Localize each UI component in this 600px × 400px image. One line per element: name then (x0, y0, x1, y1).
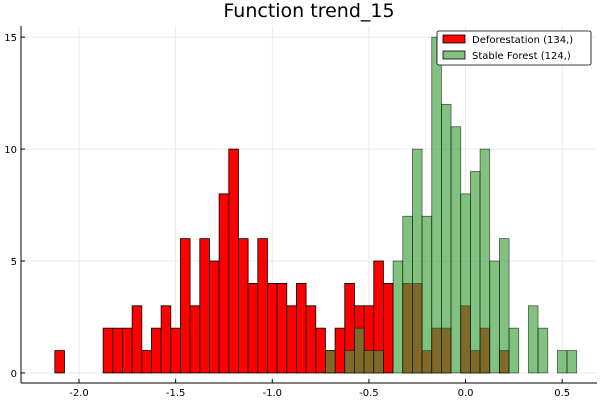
bar-stable-forest (460, 193, 471, 374)
legend: Deforestation (134,) Stable Forest (124,… (436, 30, 592, 66)
bar-stable-forest (566, 350, 578, 374)
y-tick-label: 0 (11, 369, 17, 380)
x-tick-label: -1.0 (263, 388, 283, 399)
bar-stable-forest (421, 215, 433, 374)
y-tick-label: 15 (4, 33, 17, 44)
bars (54, 36, 578, 374)
bar-stable-forest (412, 148, 423, 374)
legend-label-stable-forest: Stable Forest (124,) (472, 51, 571, 62)
bar-stable-forest (508, 327, 520, 374)
bar-stable-forest (527, 305, 539, 374)
legend-label-deforestation: Deforestation (134,) (472, 35, 573, 46)
bar-stable-forest (498, 238, 510, 374)
x-tick-label: 0.5 (554, 388, 570, 399)
legend-swatch-stable-forest (442, 50, 466, 60)
bar-deforestation (122, 327, 133, 374)
bar-stable-forest (441, 103, 452, 374)
bar-deforestation (189, 305, 201, 374)
bar-deforestation (334, 327, 346, 374)
bar-stable-forest (469, 171, 481, 374)
bar-deforestation (238, 238, 249, 374)
legend-swatch-deforestation (442, 34, 466, 44)
bar-deforestation (286, 305, 297, 374)
axes: -2.0 -1.5 -1.0 -0.5 0.0 0.5 0 5 10 15 (4, 26, 597, 399)
bar-deforestation (112, 327, 123, 374)
bar-deforestation (131, 305, 143, 374)
bar-stable-forest (373, 350, 384, 374)
bar-deforestation (160, 305, 172, 374)
chart-title: Function trend_15 (223, 0, 394, 22)
bar-deforestation (257, 238, 268, 374)
bar-stable-forest (450, 126, 462, 374)
bar-deforestation (54, 350, 65, 374)
bar-stable-forest (354, 327, 365, 374)
bar-deforestation (218, 193, 230, 374)
x-tick-label: -1.5 (166, 388, 186, 399)
bar-deforestation (151, 327, 162, 374)
bar-deforestation (305, 305, 317, 374)
bar-deforestation (170, 327, 181, 374)
bar-deforestation (102, 327, 114, 374)
legend-box (436, 30, 592, 66)
y-tick-label: 5 (11, 257, 17, 268)
x-tick-label: -0.5 (359, 388, 379, 399)
bar-deforestation (199, 238, 210, 374)
bar-stable-forest (537, 327, 549, 374)
bar-stable-forest (489, 260, 500, 374)
bar-deforestation (209, 260, 220, 374)
x-tick-label: -2.0 (69, 388, 89, 399)
bar-stable-forest (344, 350, 355, 374)
bar-deforestation (276, 282, 288, 374)
bar-stable-forest (363, 350, 375, 374)
bar-stable-forest (479, 148, 491, 374)
x-tick-label: 0.0 (458, 388, 474, 399)
bar-deforestation (383, 282, 394, 374)
bar-deforestation (296, 282, 307, 374)
bar-stable-forest (392, 260, 404, 374)
bar-stable-forest (402, 215, 413, 374)
bar-deforestation (267, 282, 278, 374)
bar-stable-forest (556, 350, 568, 374)
bar-stable-forest (431, 36, 442, 374)
bar-deforestation (141, 350, 152, 374)
series-stable-forest (325, 36, 578, 374)
y-tick-label: 10 (4, 145, 17, 156)
bar-deforestation (315, 327, 326, 374)
bar-stable-forest (325, 350, 336, 374)
bar-deforestation (247, 282, 259, 374)
bar-deforestation (180, 238, 191, 374)
bar-deforestation (228, 148, 239, 374)
